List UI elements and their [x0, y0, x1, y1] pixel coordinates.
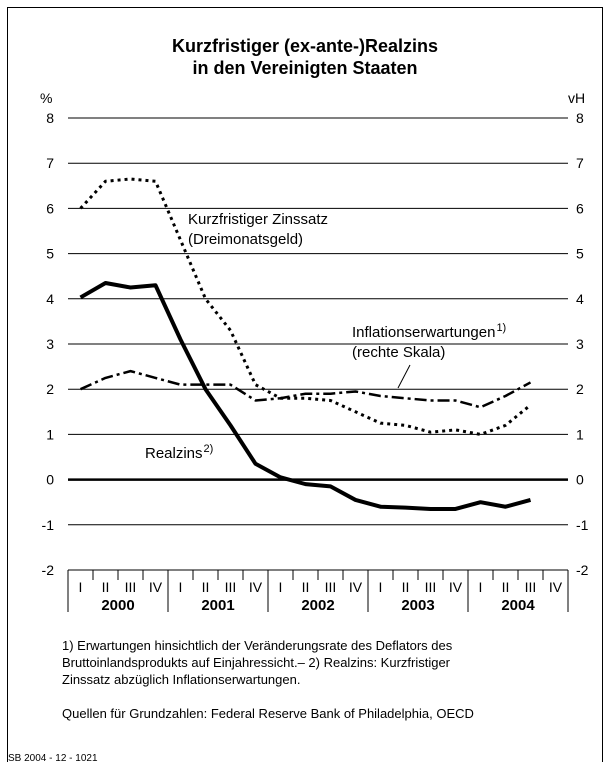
x-tick-label: IV [549, 579, 563, 595]
x-tick-label: III [525, 579, 537, 595]
x-tick-label: II [402, 579, 410, 595]
y2-tick-label: 8 [576, 110, 584, 126]
annotation: Kurzfristiger Zinssatz [188, 211, 328, 228]
source: Quellen für Grundzahlen: Federal Reserve… [62, 706, 474, 721]
y2-axis-label: vH [568, 90, 585, 106]
y-tick-label: 0 [46, 472, 54, 488]
y2-tick-label: 1 [576, 426, 584, 442]
year-label: 2001 [201, 597, 234, 614]
x-tick-label: II [102, 579, 110, 595]
year-label: 2002 [301, 597, 334, 614]
y-tick-label: -1 [42, 517, 55, 533]
x-tick-label: I [379, 579, 383, 595]
x-tick-label: I [279, 579, 283, 595]
x-tick-label: I [179, 579, 183, 595]
x-tick-label: IV [449, 579, 463, 595]
y2-tick-label: 7 [576, 155, 584, 171]
footnote: Bruttoinlandsprodukts auf Einjahressicht… [62, 655, 451, 670]
annotation-superscript: 1) [496, 322, 506, 334]
x-tick-label: III [125, 579, 137, 595]
y-tick-label: 1 [46, 426, 54, 442]
frame [7, 7, 603, 762]
footnote: Zinssatz abzüglich Inflationserwartungen… [62, 672, 300, 687]
annotation: (rechte Skala) [352, 344, 445, 361]
y2-tick-label: 5 [576, 246, 584, 262]
x-tick-label: I [79, 579, 83, 595]
y-axis-label: % [40, 90, 52, 106]
y-tick-label: 2 [46, 381, 54, 397]
x-tick-label: IV [349, 579, 363, 595]
y-tick-label: 8 [46, 110, 54, 126]
y2-tick-label: 3 [576, 336, 584, 352]
y-tick-label: 7 [46, 155, 54, 171]
x-tick-label: IV [149, 579, 163, 595]
y-tick-label: 6 [46, 200, 54, 216]
code: SB 2004 - 12 - 1021 [8, 753, 98, 762]
y-tick-label: 5 [46, 246, 54, 262]
annotation-superscript: 2) [204, 443, 214, 455]
x-tick-label: I [479, 579, 483, 595]
chart-title: in den Vereinigten Staaten [192, 58, 417, 78]
y-tick-label: 3 [46, 336, 54, 352]
year-label: 2003 [401, 597, 434, 614]
x-tick-label: II [502, 579, 510, 595]
series-line [79, 369, 532, 409]
footnote: 1) Erwartungen hinsichtlich der Veränder… [62, 638, 453, 653]
year-label: 2004 [501, 597, 535, 614]
y2-tick-label: -2 [576, 562, 589, 578]
year-label: 2000 [101, 597, 134, 614]
y2-tick-label: 2 [576, 381, 584, 397]
series-line [79, 280, 532, 511]
x-tick-label: III [425, 579, 437, 595]
x-tick-label: III [325, 579, 337, 595]
chart-title: Kurzfristiger (ex-ante-)Realzins [172, 36, 438, 56]
y2-tick-label: 6 [576, 200, 584, 216]
x-tick-label: II [302, 579, 310, 595]
x-tick-label: III [225, 579, 237, 595]
annotation: (Dreimonatsgeld) [188, 231, 303, 248]
x-tick-label: IV [249, 579, 263, 595]
y-tick-label: -2 [42, 562, 55, 578]
x-tick-label: II [202, 579, 210, 595]
y2-tick-label: -1 [576, 517, 589, 533]
y-tick-label: 4 [46, 291, 54, 307]
y2-tick-label: 4 [576, 291, 584, 307]
y2-tick-label: 0 [576, 472, 584, 488]
annotation: Inflationserwartungen [352, 324, 495, 341]
annotation-leader [397, 364, 411, 389]
annotation: Realzins [145, 445, 203, 462]
